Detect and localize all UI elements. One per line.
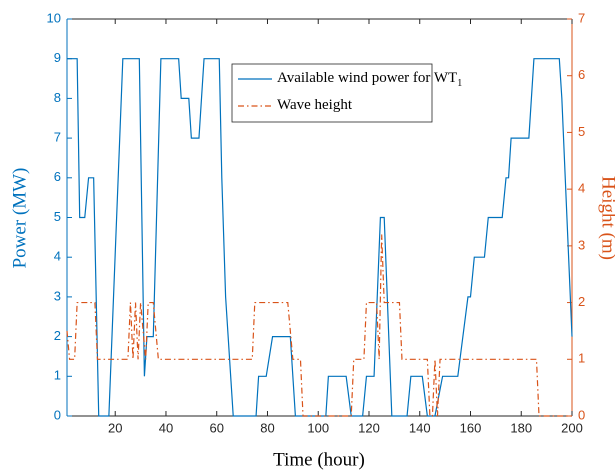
legend-box — [231, 63, 433, 123]
x-tick-label: 120 — [358, 420, 380, 435]
x-tick-label: 160 — [460, 420, 482, 435]
y2-tick-label: 7 — [578, 10, 585, 25]
y-tick-label: 4 — [54, 249, 61, 264]
y2-tick-label: 1 — [578, 351, 585, 366]
y2-tick-label: 6 — [578, 67, 585, 82]
y2-tick-label: 3 — [578, 237, 585, 252]
x-tick-label: 60 — [209, 420, 223, 435]
y-tick-label: 6 — [54, 169, 61, 184]
y-tick-label: 10 — [47, 10, 61, 25]
x-tick-label: 80 — [260, 420, 274, 435]
y-tick-label: 7 — [54, 130, 61, 145]
x-tick-label: 180 — [510, 420, 532, 435]
y-tick-label: 2 — [54, 328, 61, 343]
x-tick-label: 40 — [159, 420, 173, 435]
y2-tick-label: 4 — [578, 181, 585, 196]
x-tick-label: 100 — [307, 420, 329, 435]
legend-label-text: Wave height — [277, 97, 353, 113]
x-tick-label: 140 — [409, 420, 431, 435]
legend-label: Available wind power for WT1 — [277, 70, 462, 89]
x-tick-label: 200 — [561, 420, 583, 435]
legend-label-sub: 1 — [457, 78, 462, 89]
y2-axis-label: Height (m) — [598, 176, 615, 260]
y2-tick-label: 0 — [578, 407, 585, 422]
x-axis-label: Time (hour) — [273, 449, 365, 470]
x-tick-label: 20 — [108, 420, 122, 435]
y2-tick-label: 2 — [578, 294, 585, 309]
y-tick-label: 8 — [54, 90, 61, 105]
y2-tick-label: 5 — [578, 124, 585, 139]
legend-label: Wave height — [277, 97, 353, 113]
y-tick-label: 0 — [54, 407, 61, 422]
legend-label-text: Available wind power for WT — [277, 70, 457, 86]
y-tick-label: 3 — [54, 288, 61, 303]
y-tick-label: 5 — [54, 209, 61, 224]
series-line — [67, 58, 573, 417]
y-tick-label: 1 — [54, 368, 61, 383]
y-axis-label: Power (MW) — [9, 168, 30, 269]
y-tick-label: 9 — [54, 50, 61, 65]
